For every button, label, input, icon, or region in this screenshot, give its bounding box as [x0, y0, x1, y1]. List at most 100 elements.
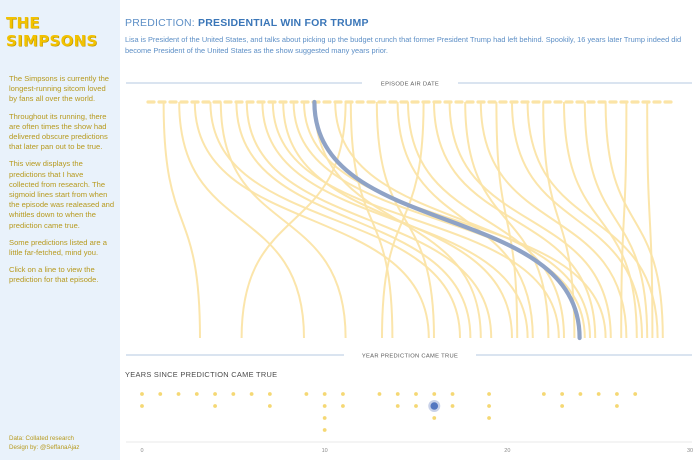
highlight-dot-trump: [430, 402, 439, 410]
prediction-curve: [375, 101, 435, 339]
years-since-dot: [432, 416, 437, 420]
years-since-dot: [414, 404, 418, 408]
prediction-curve: [526, 101, 659, 339]
prediction-curve: [334, 101, 591, 339]
prediction-curve: [542, 101, 576, 339]
years-since-dot: [395, 392, 400, 396]
years-since-dot: [140, 392, 144, 396]
years-since-dot: [341, 404, 345, 408]
prediction-curve: [245, 101, 493, 339]
years-since-dot: [194, 392, 199, 396]
prediction-curve: [381, 101, 425, 339]
years-since-dot: [176, 392, 181, 396]
years-since-dot-plot[interactable]: [140, 392, 638, 432]
prediction-curve: [646, 101, 654, 339]
years-since-dot: [578, 392, 583, 396]
prediction-curve: [604, 101, 664, 339]
sidebar-paragraph: Throughout its running, there are often …: [9, 111, 108, 152]
years-since-x-axis: 0 10 20 30: [126, 441, 693, 454]
prediction-curve: [261, 101, 529, 339]
prediction-curve: [620, 101, 628, 339]
years-since-dot: [140, 404, 144, 408]
years-since-dot: [560, 392, 565, 396]
years-since-tick-label: 0: [140, 448, 143, 454]
years-since-dot: [304, 392, 309, 396]
years-since-dot: [322, 392, 327, 396]
years-since-dot: [249, 392, 254, 396]
prediction-curve: [448, 101, 612, 339]
prediction-curve: [219, 101, 347, 339]
sidebar: THE SIMPSONS The Simpsons is currently t…: [0, 0, 120, 460]
prediction-curve: [292, 101, 586, 339]
years-since-tick-label: 10: [322, 448, 328, 454]
prediction-title-prefix: PREDICTION:: [125, 17, 198, 29]
years-since-dot: [615, 404, 619, 408]
credits: Data: Collated research Design by: @Seff…: [9, 434, 80, 452]
year-prediction-came-true-axis: YEAR PREDICTION CAME TRUE: [126, 354, 692, 360]
years-since-dot: [322, 416, 327, 420]
prediction-description: Lisa is President of the United States, …: [125, 35, 682, 55]
years-since-dot: [213, 404, 217, 408]
years-since-tick-label: 20: [504, 448, 510, 454]
prediction-curve: [303, 101, 607, 339]
prediction-curve: [349, 101, 394, 339]
prediction-curve: [479, 101, 628, 339]
years-since-dot: [377, 392, 382, 396]
sidebar-paragraph: The Simpsons is currently the longest-ru…: [9, 74, 110, 104]
highlight-curve-group[interactable]: [312, 99, 582, 341]
years-since-tick-label: 30: [687, 448, 693, 454]
prediction-title: PREDICTION: PRESIDENTIAL WIN FOR TRUMP: [125, 16, 695, 30]
prediction-curve: [235, 101, 472, 339]
prediction-header: PREDICTION: PRESIDENTIAL WIN FOR TRUMP L…: [125, 16, 695, 56]
years-since-dot: [267, 392, 272, 396]
years-since-dot: [450, 392, 455, 396]
sidebar-paragraph: Some predictions listed are a little far…: [9, 237, 107, 258]
years-since-dot: [414, 392, 418, 396]
prediction-curve: [407, 101, 565, 339]
years-since-dot: [541, 392, 546, 396]
simpsons-logo: THE SIMPSONS: [6, 14, 98, 50]
prediction-title-value: PRESIDENTIAL WIN FOR TRUMP: [198, 17, 369, 29]
sidebar-description: The Simpsons is currently the longest-ru…: [9, 74, 115, 293]
years-since-dot: [158, 392, 163, 396]
years-since-dot: [596, 392, 601, 396]
years-since-dot: [487, 404, 491, 408]
prediction-curve: [313, 101, 482, 339]
years-since-dot: [487, 416, 491, 420]
episode-air-date-label: EPISODE AIR DATE: [381, 82, 439, 88]
years-since-dot: [213, 392, 217, 396]
prediction-curve: [511, 101, 643, 339]
year-prediction-came-true-label: YEAR PREDICTION CAME TRUE: [362, 354, 458, 360]
prediction-curve: [240, 101, 347, 339]
years-since-dot: [267, 404, 272, 408]
sidebar-paragraph: This view displays the predictions that …: [9, 159, 115, 230]
years-since-title: YEARS SINCE PREDICTION CAME TRUE: [125, 370, 277, 379]
credit-data-source: Data: Collated research: [9, 435, 75, 442]
years-since-dot: [487, 392, 491, 396]
prediction-curve: [178, 101, 305, 339]
years-since-dot: [322, 428, 327, 432]
years-since-dot: [322, 404, 327, 408]
prediction-curves[interactable]: [162, 101, 664, 339]
prediction-curve: [563, 101, 638, 339]
prediction-curve: [396, 101, 534, 339]
highlight-curve-trump: [312, 99, 582, 341]
prediction-curve: [495, 101, 519, 339]
years-since-dot: [615, 392, 619, 396]
years-since-dot: [231, 392, 236, 396]
prediction-curve: [162, 101, 201, 339]
credit-designer: Design by: @SeffanaAjaz: [9, 444, 80, 451]
years-since-dot: [450, 404, 455, 408]
years-since-dot: [633, 392, 638, 396]
years-since-dot: [341, 392, 345, 396]
sidebar-paragraph: Click on a line to view the prediction f…: [9, 265, 99, 285]
episode-air-date-axis: EPISODE AIR DATE: [126, 82, 692, 88]
prediction-curve: [583, 101, 649, 339]
prediction-curve: [193, 101, 430, 339]
prediction-curve: [433, 101, 597, 339]
years-since-dot: [432, 392, 437, 396]
prediction-curve: [209, 101, 461, 339]
years-since-dot: [395, 404, 400, 408]
years-since-dot: [560, 404, 565, 408]
